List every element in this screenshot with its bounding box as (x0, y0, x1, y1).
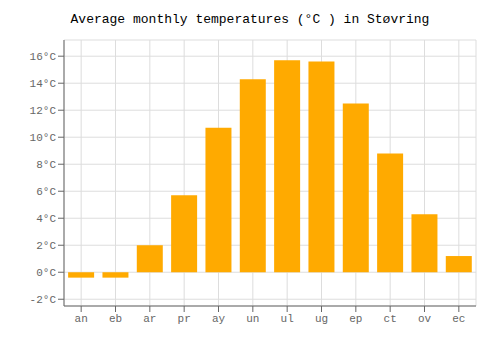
svg-text:10°C: 10°C (30, 132, 57, 144)
svg-text:2°C: 2°C (36, 240, 56, 252)
svg-text:ul: ul (281, 313, 294, 325)
svg-text:-2°C: -2°C (30, 294, 57, 306)
svg-text:6°C: 6°C (36, 186, 56, 198)
svg-text:ar: ar (143, 313, 156, 325)
svg-text:16°C: 16°C (30, 51, 57, 63)
svg-text:ov: ov (418, 313, 432, 325)
svg-text:ct: ct (384, 313, 397, 325)
svg-text:ep: ep (349, 313, 362, 325)
svg-text:un: un (246, 313, 259, 325)
svg-text:ec: ec (452, 313, 465, 325)
svg-text:ay: ay (212, 313, 226, 325)
svg-text:4°C: 4°C (36, 213, 56, 225)
svg-text:ug: ug (315, 313, 328, 325)
svg-text:0°C: 0°C (36, 267, 56, 279)
svg-text:12°C: 12°C (30, 105, 57, 117)
svg-text:an: an (75, 313, 88, 325)
svg-text:8°C: 8°C (36, 159, 56, 171)
svg-text:eb: eb (109, 313, 122, 325)
svg-text:14°C: 14°C (30, 78, 57, 90)
html-text:Average monthly temperatures (: Average monthly temperatures (°C ) in St… (70, 12, 430, 27)
svg-text:pr: pr (178, 313, 191, 325)
